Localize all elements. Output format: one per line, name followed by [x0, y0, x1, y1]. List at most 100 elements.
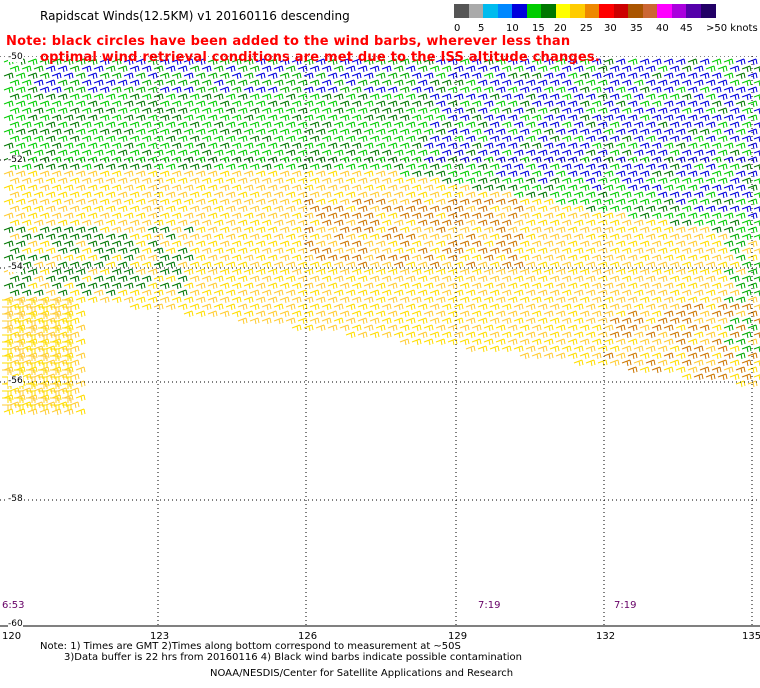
wind-barb	[387, 198, 398, 206]
wind-barb	[723, 184, 734, 192]
wind-barb	[465, 149, 476, 157]
wind-barb	[177, 233, 188, 241]
wind-barb	[489, 107, 500, 115]
wind-barb	[537, 345, 548, 353]
wind-barb	[435, 142, 446, 150]
wind-barb	[435, 324, 446, 332]
wind-barb	[147, 254, 158, 262]
wind-barb	[669, 177, 680, 185]
wind-barb	[189, 135, 200, 143]
wind-barb	[309, 93, 320, 101]
wind-barb	[39, 268, 50, 276]
wind-barb	[525, 121, 536, 129]
wind-barb	[375, 184, 386, 192]
wind-barb	[99, 240, 110, 248]
wind-barb	[273, 247, 284, 255]
wind-barb	[429, 191, 440, 199]
wind-barb	[567, 324, 578, 332]
wind-barb	[471, 268, 482, 276]
wind-barb	[555, 128, 566, 136]
wind-barb	[345, 289, 356, 297]
wind-barb	[327, 254, 338, 262]
wind-barb	[495, 240, 506, 248]
wind-barb	[75, 58, 86, 66]
wind-barb	[375, 114, 386, 122]
wind-barb	[183, 268, 194, 276]
wind-barb	[537, 317, 548, 325]
wind-barb	[267, 268, 278, 276]
wind-barb	[669, 219, 680, 227]
wind-barb	[657, 317, 668, 325]
wind-barb	[627, 72, 638, 80]
wind-barb	[537, 233, 548, 241]
wind-barb	[321, 135, 332, 143]
wind-barb	[285, 177, 296, 185]
wind-barb	[675, 268, 686, 276]
wind-barb	[639, 198, 650, 206]
wind-barb	[507, 184, 518, 192]
wind-barb	[711, 184, 722, 192]
wind-barb	[165, 107, 176, 115]
wind-barb	[459, 268, 470, 276]
wind-barb	[14, 362, 24, 368]
wind-barb	[225, 303, 236, 311]
wind-barb	[123, 254, 134, 262]
wind-barb	[333, 107, 344, 115]
wind-barb	[249, 149, 260, 157]
wind-barb	[62, 313, 72, 319]
wind-barb	[243, 128, 254, 136]
wind-barb	[711, 226, 722, 234]
wind-barb	[117, 261, 128, 269]
wind-barb	[447, 212, 458, 220]
wind-barb	[14, 404, 24, 410]
wind-barb	[531, 72, 542, 80]
wind-barb	[729, 303, 740, 311]
wind-barb	[243, 198, 254, 206]
wind-barb	[705, 233, 716, 241]
wind-barb	[681, 149, 692, 157]
wind-barb	[321, 317, 332, 325]
wind-barb	[75, 394, 86, 402]
wind-barb	[99, 170, 110, 178]
wind-barb	[615, 170, 626, 178]
wind-barb	[273, 79, 284, 87]
wind-barb	[705, 219, 716, 227]
wind-barb	[441, 233, 452, 241]
wind-barb	[243, 142, 254, 150]
wind-barb	[15, 170, 26, 178]
wind-barb	[339, 226, 350, 234]
wind-barb	[615, 72, 626, 80]
lon-label-120: 120	[2, 631, 22, 642]
wind-barb	[285, 93, 296, 101]
wind-barb	[645, 261, 656, 269]
wind-barb	[531, 324, 542, 332]
wind-barb	[699, 282, 710, 290]
wind-barb	[105, 219, 116, 227]
wind-barb	[429, 275, 440, 283]
wind-barb	[33, 177, 44, 185]
wind-barb	[399, 128, 410, 136]
wind-barb	[417, 79, 428, 87]
wind-barb	[465, 93, 476, 101]
wind-barb	[351, 170, 362, 178]
wind-barb	[693, 345, 704, 353]
wind-barb	[705, 93, 716, 101]
wind-barb	[381, 205, 392, 213]
wind-barb	[327, 282, 338, 290]
wind-barb	[195, 170, 206, 178]
wind-barb	[69, 219, 80, 227]
wind-barb	[651, 198, 662, 206]
wind-barb	[501, 219, 512, 227]
wind-barb	[177, 65, 188, 73]
wind-barb	[57, 149, 68, 157]
wind-barb	[741, 107, 752, 115]
wind-barb	[195, 184, 206, 192]
wind-barb	[405, 79, 416, 87]
wind-barb	[717, 247, 728, 255]
wind-barb	[447, 198, 458, 206]
wind-barb	[525, 317, 536, 325]
wind-barb	[711, 254, 722, 262]
wind-barb	[291, 268, 302, 276]
wind-barb	[105, 135, 116, 143]
wind-barb	[423, 296, 434, 304]
